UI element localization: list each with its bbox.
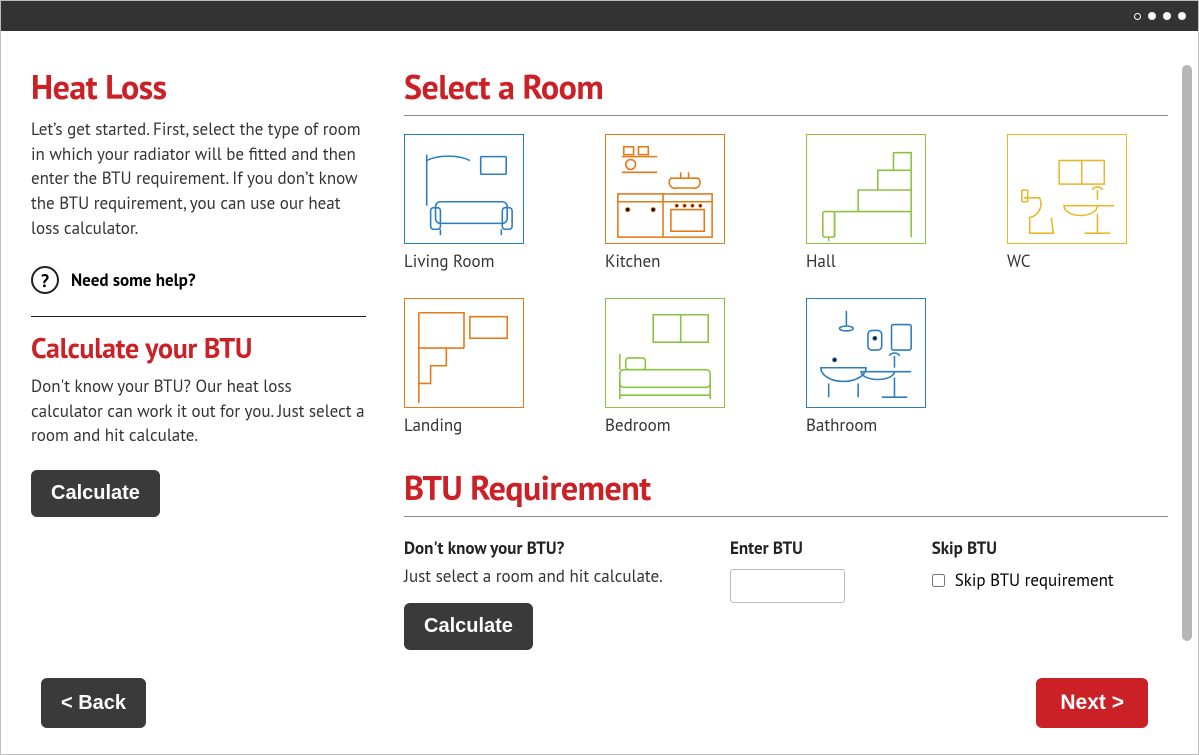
calculate-button-left[interactable]: Calculate: [31, 470, 160, 517]
btu-col-skip: Skip BTU Skip BTU requirement: [932, 537, 1168, 650]
btu-col-enter: Enter BTU: [730, 537, 892, 650]
divider: [404, 115, 1168, 116]
window-dot-min-icon[interactable]: [1134, 13, 1141, 20]
dont-know-sub: Just select a room and hit calculate.: [404, 565, 690, 587]
next-button[interactable]: Next >: [1036, 678, 1148, 728]
room-card-bedroom[interactable]: Bedroom: [605, 298, 746, 436]
dont-know-label: Don't know your BTU?: [404, 537, 690, 559]
content-area: Heat Loss Let’s get started. First, sele…: [1, 31, 1198, 754]
skip-label: Skip BTU: [932, 537, 1168, 559]
skip-checkbox-wrapper[interactable]: Skip BTU requirement: [932, 569, 1168, 591]
calculate-button-main[interactable]: Calculate: [404, 603, 533, 650]
room-card-landing[interactable]: Landing: [404, 298, 545, 436]
app-window: Heat Loss Let’s get started. First, sele…: [0, 0, 1199, 755]
intro-text: Let’s get started. First, select the typ…: [31, 117, 366, 240]
help-link[interactable]: ? Need some help?: [31, 266, 366, 294]
right-column: Select a Room Living Room Kitchen Hall WC La…: [404, 65, 1168, 732]
footer-nav: < Back Next >: [41, 678, 1148, 728]
divider: [404, 516, 1168, 517]
hall-icon: [806, 134, 926, 244]
bathroom-icon: [806, 298, 926, 408]
skip-checkbox[interactable]: [932, 574, 945, 587]
skip-check-label: Skip BTU requirement: [955, 569, 1114, 591]
window-dot-icon[interactable]: [1163, 12, 1171, 20]
left-column: Heat Loss Let’s get started. First, sele…: [31, 65, 366, 732]
living-room-icon: [404, 134, 524, 244]
btu-input[interactable]: [730, 569, 845, 603]
title-bar: [1, 1, 1198, 31]
btu-heading: BTU Requirement: [404, 466, 1168, 510]
room-card-wc[interactable]: WC: [1007, 134, 1148, 272]
room-card-kitchen[interactable]: Kitchen: [605, 134, 746, 272]
room-label: WC: [1007, 250, 1148, 272]
room-label: Landing: [404, 414, 545, 436]
landing-icon: [404, 298, 524, 408]
scrollbar-thumb[interactable]: [1182, 65, 1192, 641]
room-label: Bathroom: [806, 414, 947, 436]
heat-loss-heading: Heat Loss: [31, 65, 366, 109]
room-card-hall[interactable]: Hall: [806, 134, 947, 272]
room-label: Bedroom: [605, 414, 746, 436]
btu-col-unknown: Don't know your BTU? Just select a room …: [404, 537, 690, 650]
room-label: Living Room: [404, 250, 545, 272]
room-card-bathroom[interactable]: Bathroom: [806, 298, 947, 436]
bedroom-icon: [605, 298, 725, 408]
question-icon: ?: [31, 266, 59, 294]
select-room-heading: Select a Room: [404, 65, 1168, 109]
window-dot-icon[interactable]: [1148, 12, 1156, 20]
calc-heading: Calculate your BTU: [31, 329, 366, 366]
rooms-grid: Living Room Kitchen Hall WC Landing Bedroom Ba…: [404, 134, 1148, 436]
room-label: Hall: [806, 250, 947, 272]
kitchen-icon: [605, 134, 725, 244]
scrollbar-track[interactable]: [1182, 65, 1192, 644]
divider: [31, 316, 366, 317]
room-label: Kitchen: [605, 250, 746, 272]
help-label: Need some help?: [71, 269, 196, 291]
wc-icon: [1007, 134, 1127, 244]
window-dot-icon[interactable]: [1178, 12, 1186, 20]
calc-text: Don't know your BTU? Our heat loss calcu…: [31, 374, 366, 448]
room-card-living-room[interactable]: Living Room: [404, 134, 545, 272]
btu-row: Don't know your BTU? Just select a room …: [404, 537, 1168, 650]
back-button[interactable]: < Back: [41, 678, 146, 728]
enter-btu-label: Enter BTU: [730, 537, 892, 559]
